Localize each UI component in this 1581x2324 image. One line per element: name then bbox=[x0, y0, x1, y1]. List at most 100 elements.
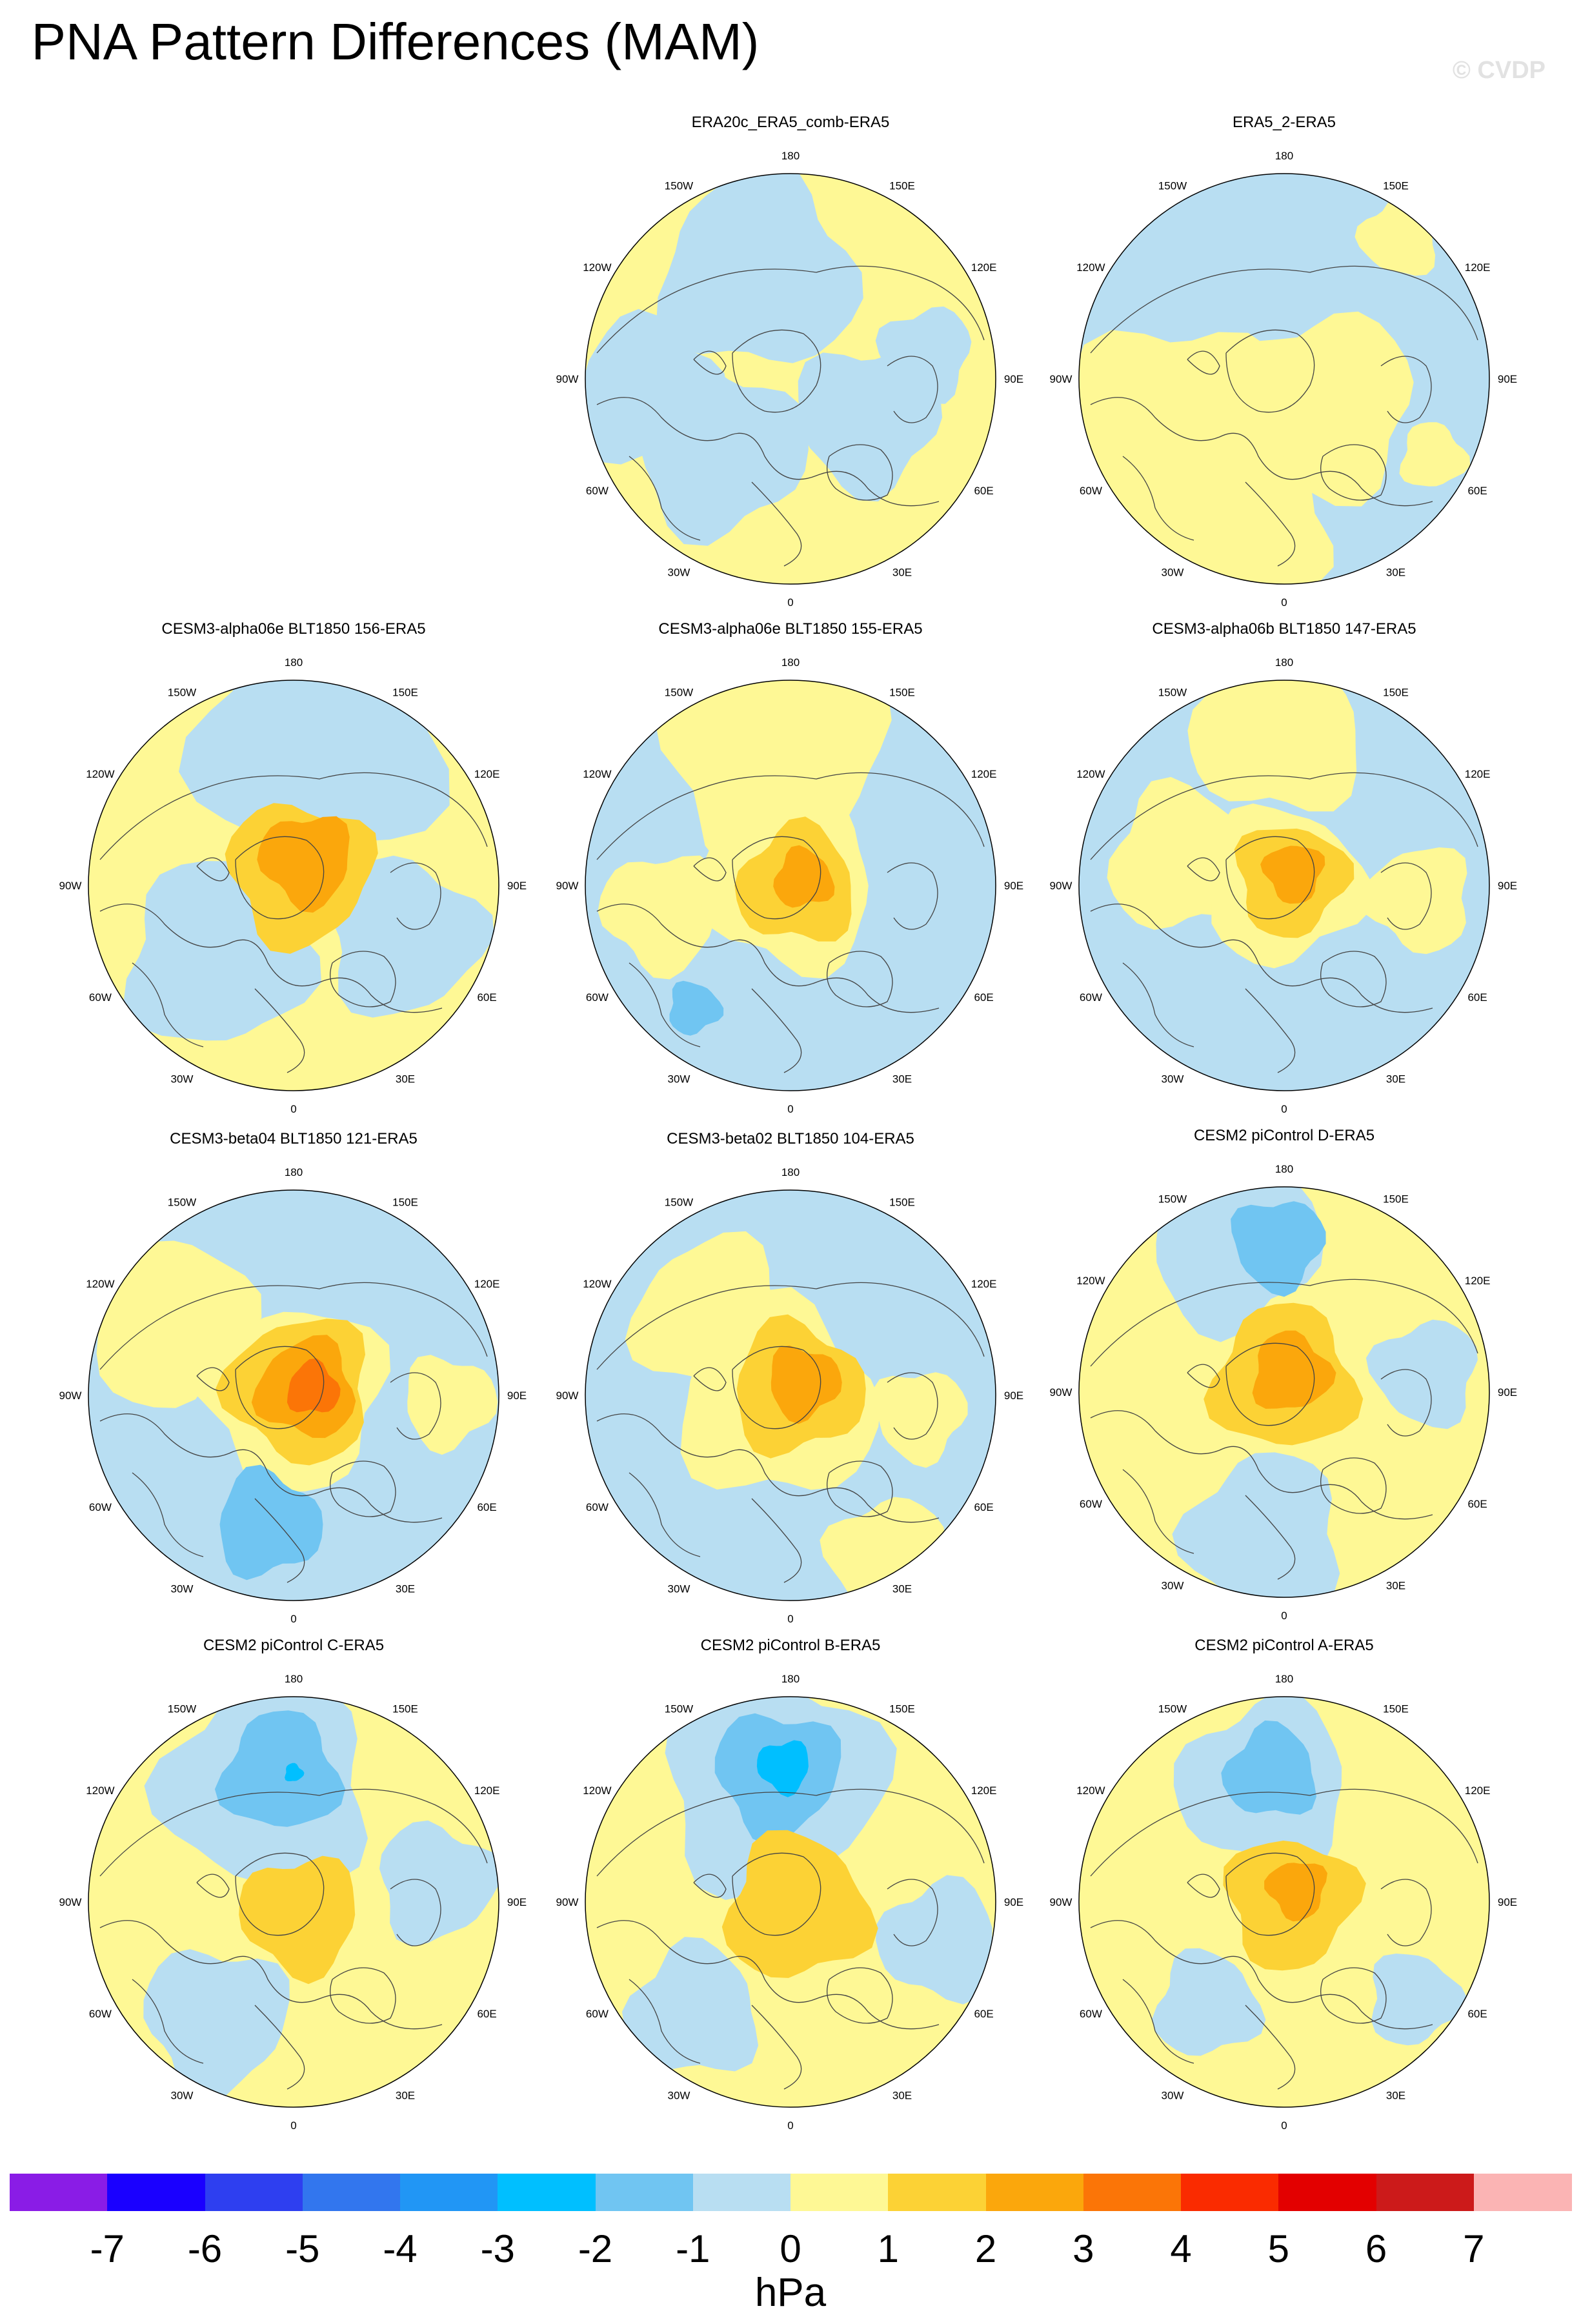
longitude-label: 30W bbox=[171, 1073, 194, 1086]
longitude-label: 180 bbox=[1275, 1163, 1293, 1175]
coastline bbox=[390, 862, 441, 930]
coastline bbox=[629, 1472, 701, 1557]
longitude-label: 120W bbox=[86, 1784, 114, 1797]
longitude-label: 30E bbox=[1386, 567, 1405, 579]
contour-region bbox=[287, 1358, 341, 1413]
polar-map: 180 150E 120E 90E 60E 30E 0 30W 60W 90W 120W 150W bbox=[556, 1166, 1024, 1625]
longitude-label: 30W bbox=[1162, 567, 1184, 579]
map-panel: CESM3-alpha06e BLT1850 155-ERA5 180 150E 1… bbox=[545, 620, 1036, 1123]
longitude-label: 60E bbox=[477, 991, 496, 1004]
colorbar-swatch bbox=[1181, 2174, 1279, 2211]
coastline bbox=[1225, 329, 1315, 413]
contour-region bbox=[1231, 1201, 1326, 1297]
longitude-label: 90E bbox=[1004, 880, 1023, 892]
longitude-label: 180 bbox=[781, 150, 800, 162]
polar-map: 180 150E 120E 90E 60E 30E 0 30W 60W 90W 120W 150W bbox=[59, 1166, 527, 1625]
longitude-label: 90W bbox=[556, 1389, 579, 1402]
longitude-label: 0 bbox=[290, 1103, 296, 1115]
longitude-label: 30E bbox=[1386, 1580, 1405, 1592]
longitude-label: 60W bbox=[1080, 2008, 1102, 2020]
longitude-label: 150E bbox=[889, 179, 915, 192]
main-title: PNA Pattern Differences (MAM) bbox=[31, 13, 760, 70]
coastline bbox=[751, 988, 802, 1073]
coastline bbox=[1380, 1879, 1432, 1946]
contour-region bbox=[1152, 1948, 1266, 2056]
coastline bbox=[196, 1874, 230, 1898]
longitude-label: 0 bbox=[290, 2119, 296, 2132]
polar-map: 180 150E 120E 90E 60E 30E 0 30W 60W 90W 120W 150W bbox=[1050, 1163, 1518, 1622]
coastline bbox=[1187, 1364, 1220, 1388]
coastline bbox=[1187, 857, 1220, 882]
contour-field bbox=[585, 1190, 996, 1601]
longitude-label: 90E bbox=[1498, 373, 1517, 385]
coastline bbox=[1122, 456, 1194, 541]
longitude-label: 60E bbox=[477, 1501, 496, 1513]
longitude-label: 180 bbox=[285, 656, 303, 669]
contour-field bbox=[88, 1697, 499, 2107]
coastline bbox=[1320, 1457, 1387, 1514]
longitude-label: 60E bbox=[974, 485, 993, 497]
longitude-label: 150E bbox=[1383, 179, 1409, 192]
longitude-label: 150W bbox=[665, 179, 693, 192]
longitude-label: 150E bbox=[889, 1196, 915, 1208]
longitude-label: 90W bbox=[59, 880, 82, 892]
map-boundary bbox=[88, 680, 499, 1091]
coastline bbox=[99, 904, 443, 1013]
coastline bbox=[1090, 772, 1478, 860]
colorbar-swatch bbox=[107, 2174, 205, 2211]
coastline bbox=[1225, 1342, 1315, 1426]
contour-region bbox=[1221, 1720, 1316, 1815]
longitude-label: 120E bbox=[1465, 1784, 1491, 1797]
longitude-label: 120W bbox=[1076, 1275, 1105, 1287]
longitude-label: 120E bbox=[1465, 261, 1491, 274]
contour-region bbox=[656, 174, 863, 363]
coastline bbox=[1090, 397, 1433, 507]
colorbar-swatch bbox=[205, 2174, 303, 2211]
contour-region bbox=[669, 980, 724, 1036]
map-boundary bbox=[1078, 1696, 1490, 2108]
longitude-label: 150W bbox=[665, 1196, 693, 1208]
longitude-label: 90E bbox=[507, 1389, 527, 1402]
colorbar-swatch bbox=[1376, 2174, 1475, 2211]
contour-region bbox=[1358, 847, 1467, 955]
contour-region bbox=[257, 816, 350, 913]
polar-map: 180 150E 120E 90E 60E 30E 0 30W 60W 90W 120W 150W bbox=[1050, 656, 1518, 1115]
contour-region bbox=[214, 1710, 346, 1827]
longitude-label: 60W bbox=[89, 1501, 112, 1513]
coastline bbox=[693, 350, 727, 375]
coastline bbox=[596, 1282, 985, 1370]
coastline bbox=[330, 1967, 396, 2024]
longitude-label: 120E bbox=[971, 1278, 997, 1290]
coastline bbox=[596, 397, 940, 507]
coastline bbox=[235, 1852, 325, 1936]
coastline bbox=[235, 1346, 325, 1430]
longitude-label: 120W bbox=[583, 1278, 611, 1290]
coastline bbox=[732, 329, 821, 413]
contour-region bbox=[798, 352, 943, 501]
polar-map: 180 150E 120E 90E 60E 30E 0 30W 60W 90W 120W 150W bbox=[556, 150, 1024, 609]
map-boundary bbox=[88, 1696, 499, 2108]
longitude-label: 150W bbox=[168, 686, 196, 698]
contour-region bbox=[875, 306, 972, 404]
longitude-label: 30E bbox=[892, 567, 912, 579]
longitude-label: 60E bbox=[1467, 1498, 1487, 1510]
coastline bbox=[1187, 350, 1220, 375]
map-boundary bbox=[585, 173, 996, 585]
map-panel: CESM3-alpha06b BLT1850 147-ERA5 180 150E 1… bbox=[1039, 620, 1529, 1123]
panel-title: ERA20c_ERA5_comb-ERA5 bbox=[691, 114, 890, 131]
colorbar-swatch bbox=[985, 2174, 1084, 2211]
coastline bbox=[1090, 1410, 1433, 1520]
longitude-label: 120E bbox=[474, 1784, 500, 1797]
panel-title: CESM3-alpha06e BLT1850 155-ERA5 bbox=[658, 620, 923, 638]
longitude-label: 90E bbox=[1004, 373, 1023, 385]
longitude-label: 180 bbox=[1275, 150, 1293, 162]
coastline bbox=[99, 1413, 443, 1523]
longitude-label: 150E bbox=[889, 686, 915, 698]
coastline bbox=[1245, 2005, 1296, 2090]
coastline bbox=[1380, 1369, 1432, 1437]
longitude-label: 150E bbox=[1383, 1193, 1409, 1205]
map-panel: CESM3-beta02 BLT1850 104-ERA5 180 150E 120… bbox=[545, 1129, 1036, 1633]
longitude-label: 120W bbox=[583, 261, 611, 274]
contour-region bbox=[1260, 845, 1325, 904]
panel-title: CESM2 piControl C-ERA5 bbox=[203, 1637, 385, 1654]
